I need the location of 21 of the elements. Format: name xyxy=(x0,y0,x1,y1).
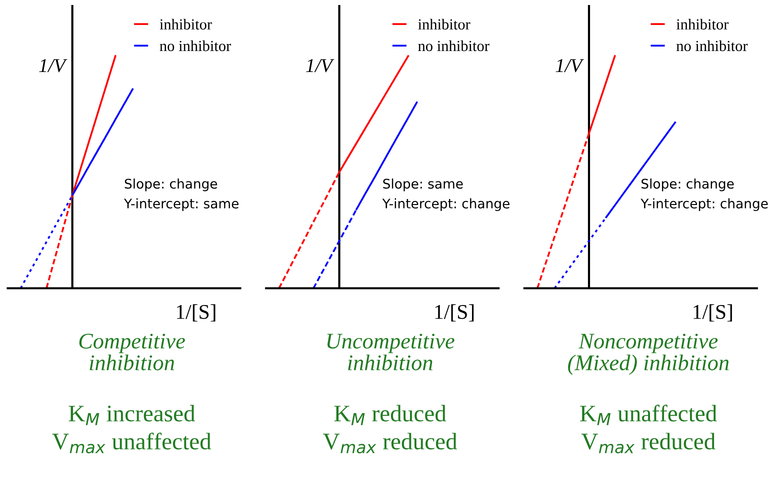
annotation: Slope: change Y-intercept: change xyxy=(640,178,768,212)
legend-label: inhibitor xyxy=(676,18,729,30)
legend-label: inhibitor xyxy=(418,18,470,30)
text: K$_{M}$ increased V$_{max}$ unaffected xyxy=(52,404,212,454)
annotation: Slope: change Y-intercept: same xyxy=(124,178,238,212)
text: Uncompetitive inhibition xyxy=(327,334,454,370)
text: Competitive inhibition xyxy=(79,334,185,370)
legend-label: inhibitor xyxy=(160,18,212,30)
y-axis-title: 1/V xyxy=(556,59,584,72)
text: K$_{M}$ reduced V$_{max}$ reduced xyxy=(323,404,458,454)
x-axis-title: 1/[S] xyxy=(176,304,216,322)
annotation: Slope: same Y-intercept: change xyxy=(382,178,510,212)
legend-label: no inhibitor xyxy=(418,40,490,52)
x-axis-title: 1/[S] xyxy=(435,304,474,322)
legend-label: no inhibitor xyxy=(676,40,748,52)
y-axis-title: 1/V xyxy=(39,59,68,72)
text: Noncompetitive (Mixed) inhibition xyxy=(568,334,729,375)
x-axis-title: 1/[S] xyxy=(694,304,732,322)
legend-label: no inhibitor xyxy=(160,40,232,52)
text: K$_{M}$ unaffected V$_{max}$ reduced xyxy=(580,404,717,454)
y-axis-title: 1/V xyxy=(306,59,334,72)
